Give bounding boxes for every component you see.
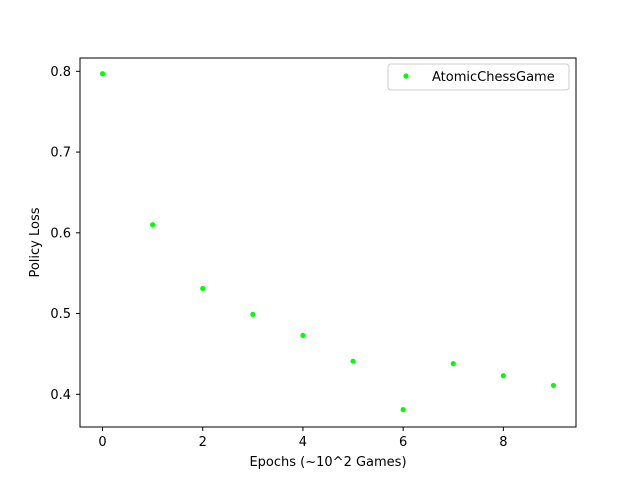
x-tick-label: 8 bbox=[499, 435, 507, 450]
x-tick-label: 4 bbox=[299, 435, 307, 450]
y-tick-label: 0.6 bbox=[50, 226, 71, 241]
y-tick-label: 0.4 bbox=[50, 388, 71, 403]
data-point bbox=[150, 222, 156, 228]
data-points bbox=[99, 71, 557, 413]
data-point bbox=[250, 311, 256, 317]
y-tick-label: 0.7 bbox=[50, 146, 71, 161]
data-point bbox=[200, 285, 206, 292]
y-axis-title: Policy Loss bbox=[28, 207, 43, 277]
x-axis-title: Epochs (~10^2 Games) bbox=[249, 455, 406, 470]
y-tick-label: 0.5 bbox=[50, 307, 71, 322]
legend-marker bbox=[403, 73, 409, 79]
data-point bbox=[350, 358, 356, 364]
data-point bbox=[99, 71, 106, 77]
x-tick-label: 0 bbox=[98, 435, 106, 450]
data-point bbox=[500, 373, 506, 379]
legend-label: AtomicChessGame bbox=[432, 70, 555, 85]
legend-box bbox=[387, 63, 570, 91]
data-point bbox=[400, 407, 406, 413]
data-point bbox=[450, 361, 456, 367]
x-tick-label: 2 bbox=[199, 435, 207, 450]
data-point bbox=[300, 332, 306, 338]
plot-area bbox=[79, 57, 577, 428]
data-point bbox=[550, 382, 557, 389]
axis-ticks: 0 2 4 6 8 0.4 0.5 0.6 0.7 0.8 bbox=[50, 65, 507, 450]
legend: AtomicChessGame bbox=[387, 63, 570, 91]
y-tick-label: 0.8 bbox=[50, 65, 71, 80]
x-tick-label: 6 bbox=[399, 435, 407, 450]
